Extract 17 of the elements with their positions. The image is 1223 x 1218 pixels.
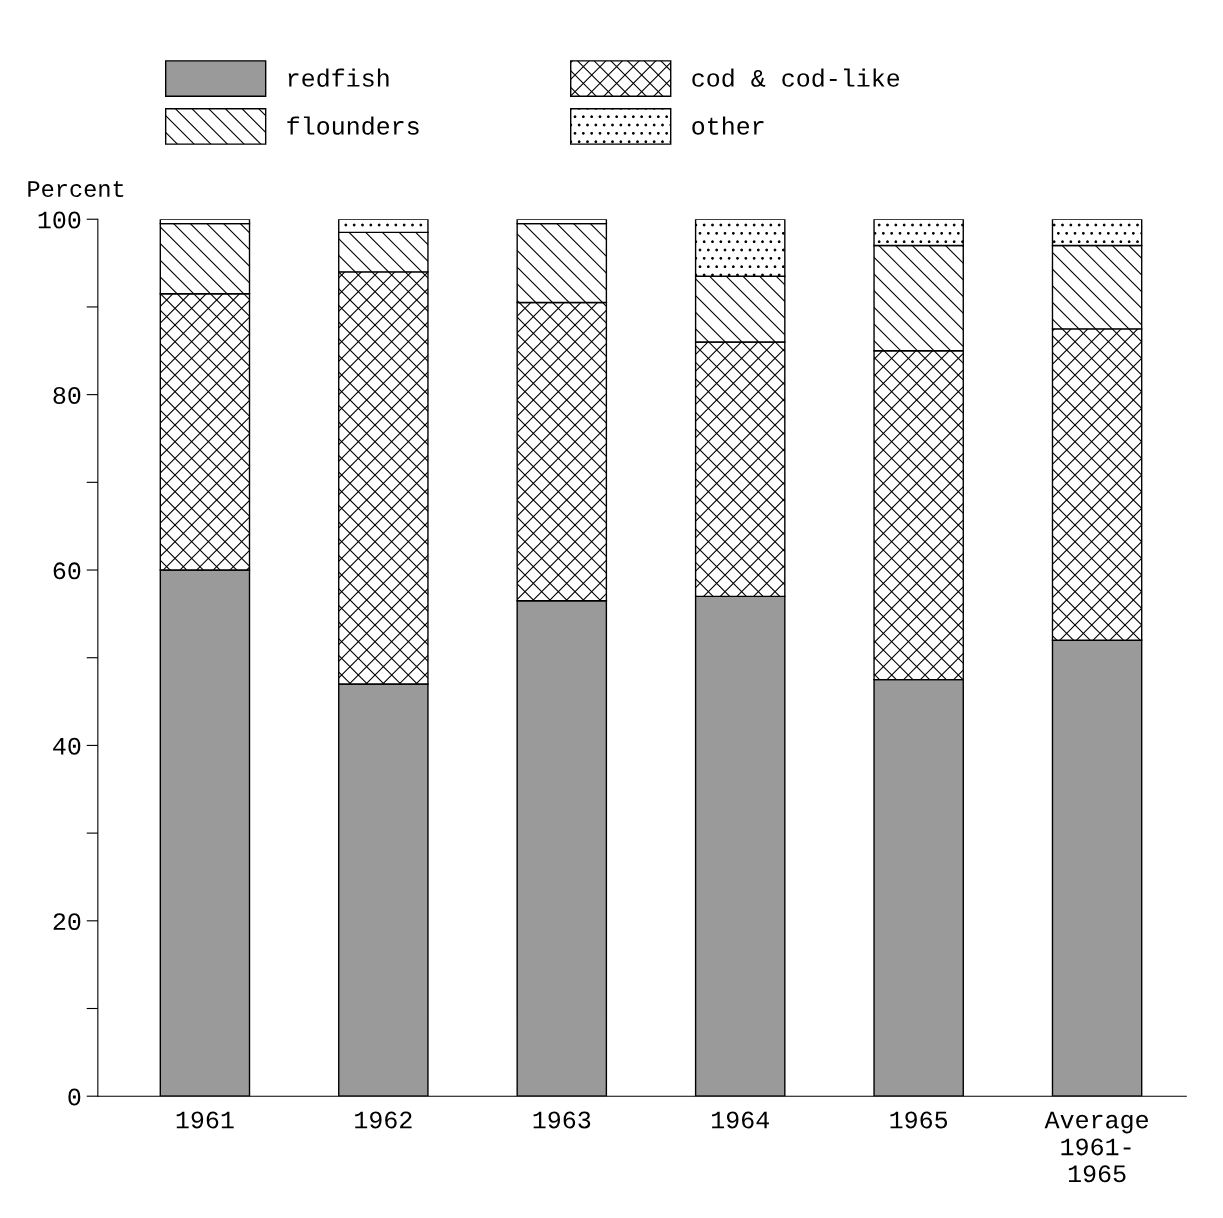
y-tick-label: 100 [38,211,81,229]
x-tick-label: 1964 [712,1111,769,1129]
y-axis-title: Percent [28,181,124,198]
x-tick-label: 1965 [890,1111,948,1129]
x-tick-label: 1962 [355,1111,412,1129]
y-tick-label: 0 [68,1088,81,1106]
x-tick-label: 1961 [176,1111,234,1129]
legend-label: cod & cod-like [692,68,900,87]
y-tick-label: 40 [53,737,81,755]
legend-label: flounders [287,116,419,135]
y-tick-label: 20 [53,913,81,931]
y-tick-label: 80 [53,386,81,404]
x-tick-label: 1963 [533,1111,591,1129]
y-tick-label: 60 [53,562,81,580]
legend-label: redfish [288,68,389,87]
legend-label: other [692,116,764,135]
x-tick-label: Average 1961- 1965 [1044,1111,1148,1183]
